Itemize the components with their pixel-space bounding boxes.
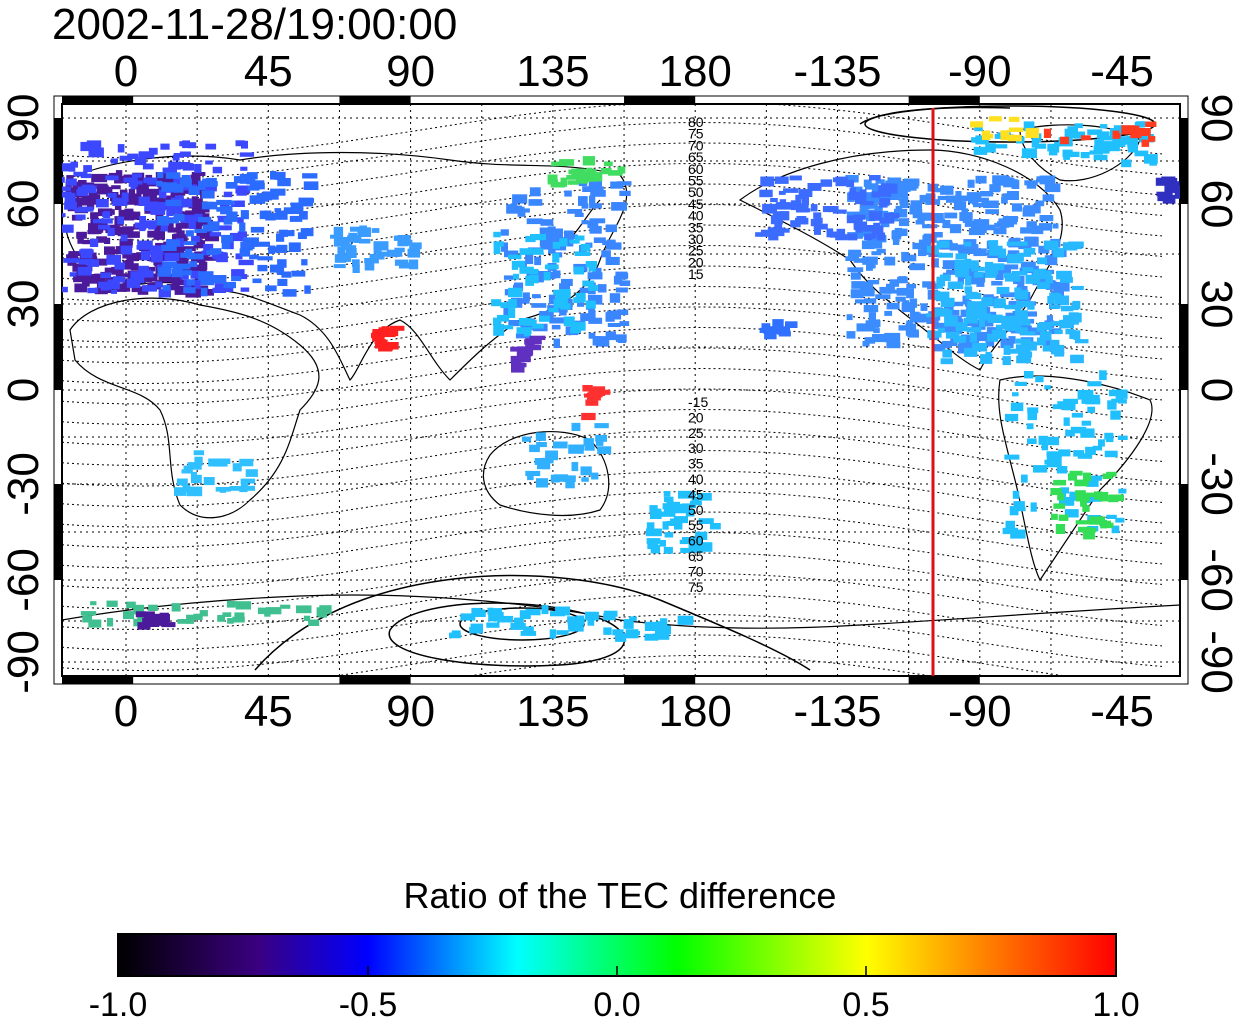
contour-label: 70 [688, 563, 704, 579]
y-tick-left: -30 [0, 452, 48, 516]
y-tick-left: 90 [0, 94, 48, 143]
x-tick-bottom: -135 [793, 687, 881, 736]
contour-label: 55 [688, 173, 704, 189]
y-tick-right: -90 [1192, 630, 1240, 694]
south-polar-contours [254, 574, 811, 671]
y-tick-right: 0 [1192, 378, 1240, 402]
timestamp-title: 2002-11-28/19:00:00 [52, 0, 458, 49]
x-tick-bottom: 45 [244, 687, 293, 736]
colorbar-ticks [367, 966, 867, 976]
contour-label: 55 [688, 517, 704, 533]
y-tick-right: 30 [1192, 280, 1240, 329]
y-ticks-left: 90 60 30 0 -30 -60 -90 [0, 94, 48, 694]
colorbar-label-pos-half: 0.5 [842, 986, 890, 1024]
x-tick-top: 90 [386, 47, 435, 96]
contour-label: 20 [688, 409, 704, 425]
contour-label: 15 [688, 266, 704, 282]
x-tick-top: 45 [244, 47, 293, 96]
x-ticks-bottom: 0 45 90 135 180 -135 -90 -45 [114, 687, 1154, 736]
x-tick-bottom: -90 [948, 687, 1012, 736]
x-tick-bottom: 0 [114, 687, 138, 736]
y-tick-left: -90 [0, 630, 48, 694]
contour-label: 75 [688, 579, 704, 595]
y-tick-left: 60 [0, 180, 48, 229]
contour-label: 70 [688, 137, 704, 153]
x-tick-bottom: 90 [386, 687, 435, 736]
contour-label: 25 [688, 243, 704, 259]
x-tick-bottom: -45 [1090, 687, 1154, 736]
x-tick-top: -135 [793, 47, 881, 96]
x-tick-top: 135 [516, 47, 589, 96]
y-tick-left: -60 [0, 548, 48, 612]
contour-label: 45 [688, 486, 704, 502]
contour-label: 45 [688, 196, 704, 212]
contour-label: 30 [688, 440, 704, 456]
y-tick-right: -30 [1192, 452, 1240, 516]
y-tick-right: 60 [1192, 180, 1240, 229]
contour-label: 50 [688, 184, 704, 200]
colorbar-label-max: 1.0 [1092, 986, 1140, 1024]
contour-label: 35 [688, 456, 704, 472]
contour-label: 60 [688, 533, 704, 549]
y-tick-right: -60 [1192, 548, 1240, 612]
x-tick-top: -90 [948, 47, 1012, 96]
contour-label: -15 [688, 394, 708, 410]
y-tick-left: 0 [0, 378, 48, 402]
x-tick-top: -45 [1090, 47, 1154, 96]
contour-label: 80 [688, 114, 704, 130]
colorbar-label-zero: 0.0 [593, 986, 641, 1024]
colorbar-title: Ratio of the TEC difference [403, 875, 837, 916]
y-ticks-right: 90 60 30 0 -30 -60 -90 [1192, 94, 1240, 694]
contour-label: 25 [688, 425, 704, 441]
contour-label: 20 [688, 254, 704, 270]
contour-labels: 8075706560555045403530252015-15202530354… [688, 114, 708, 595]
contour-label: 30 [688, 231, 704, 247]
x-tick-top: 0 [114, 47, 138, 96]
contour-label: 50 [688, 502, 704, 518]
tec-data-patches [62, 116, 1180, 642]
colorbar-label-min: -1.0 [88, 986, 148, 1024]
colorbar-label-neg-half: -0.5 [338, 986, 398, 1024]
contour-label: 35 [688, 219, 704, 235]
x-tick-bottom: 180 [658, 687, 731, 736]
x-tick-top: 180 [658, 47, 731, 96]
contour-label: 40 [688, 208, 704, 224]
contour-label: 65 [688, 149, 704, 165]
contour-label: 75 [688, 126, 704, 142]
x-tick-bottom: 135 [516, 687, 589, 736]
contour-label: 60 [688, 161, 704, 177]
axis-border-bars [53, 95, 1189, 685]
contour-label: 65 [688, 548, 704, 564]
y-tick-left: 30 [0, 280, 48, 329]
contour-label: 40 [688, 471, 704, 487]
y-tick-right: 90 [1192, 94, 1240, 143]
x-ticks-top: 0 45 90 135 180 -135 -90 -45 [114, 47, 1154, 96]
